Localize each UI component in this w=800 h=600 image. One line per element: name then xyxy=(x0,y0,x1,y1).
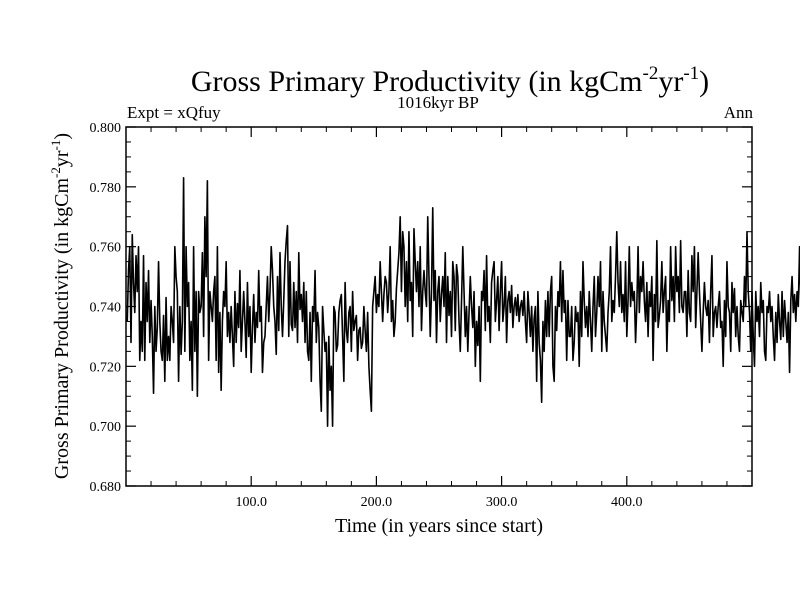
chart-title-exp1: -2 xyxy=(643,63,659,84)
x-tick-label: 400.0 xyxy=(611,495,643,510)
y-tick-label: 0.760 xyxy=(90,241,122,256)
chart-title-close: ) xyxy=(699,65,709,98)
series-line-gpp xyxy=(126,177,800,427)
chart-title: Gross Primary Productivity (in kgCm-2yr-… xyxy=(191,63,709,98)
period-label: 1016kyr BP xyxy=(397,93,479,112)
x-axis-label: Time (in years since start) xyxy=(335,515,543,537)
y-axis-label-main: Gross Primary Productivity (in kgCm xyxy=(51,178,73,480)
season-label: Ann xyxy=(724,103,754,122)
chart-title-unit: yr xyxy=(658,65,683,98)
y-axis-label-close: ) xyxy=(51,133,73,140)
y-tick-label: 0.680 xyxy=(90,480,122,495)
chart-title-main: Gross Primary Productivity (in kgCm xyxy=(191,65,643,98)
y-tick-label: 0.720 xyxy=(90,360,122,375)
x-axis: 100.0 200.0 300.0 400.0 xyxy=(150,127,728,510)
x-tick-label: 200.0 xyxy=(361,495,393,510)
y-axis: 0.680 0.700 0.720 0.740 0.760 0.780 0.800 xyxy=(90,121,752,495)
y-tick-label: 0.740 xyxy=(90,301,122,316)
y-tick-label: 0.700 xyxy=(90,420,122,435)
y-tick-label: 0.780 xyxy=(90,181,122,196)
x-tick-label: 300.0 xyxy=(486,495,518,510)
y-axis-label-exp2: -1 xyxy=(48,140,63,151)
y-axis-label: Gross Primary Productivity (in kgCm-2yr-… xyxy=(48,133,73,479)
chart-title-exp2: -1 xyxy=(683,63,699,84)
y-axis-label-exp1: -2 xyxy=(48,167,63,178)
y-axis-label-unit: yr xyxy=(51,150,73,167)
y-tick-label: 0.800 xyxy=(90,121,122,136)
experiment-label: Expt = xQfuy xyxy=(127,103,221,122)
x-tick-label: 100.0 xyxy=(235,495,267,510)
